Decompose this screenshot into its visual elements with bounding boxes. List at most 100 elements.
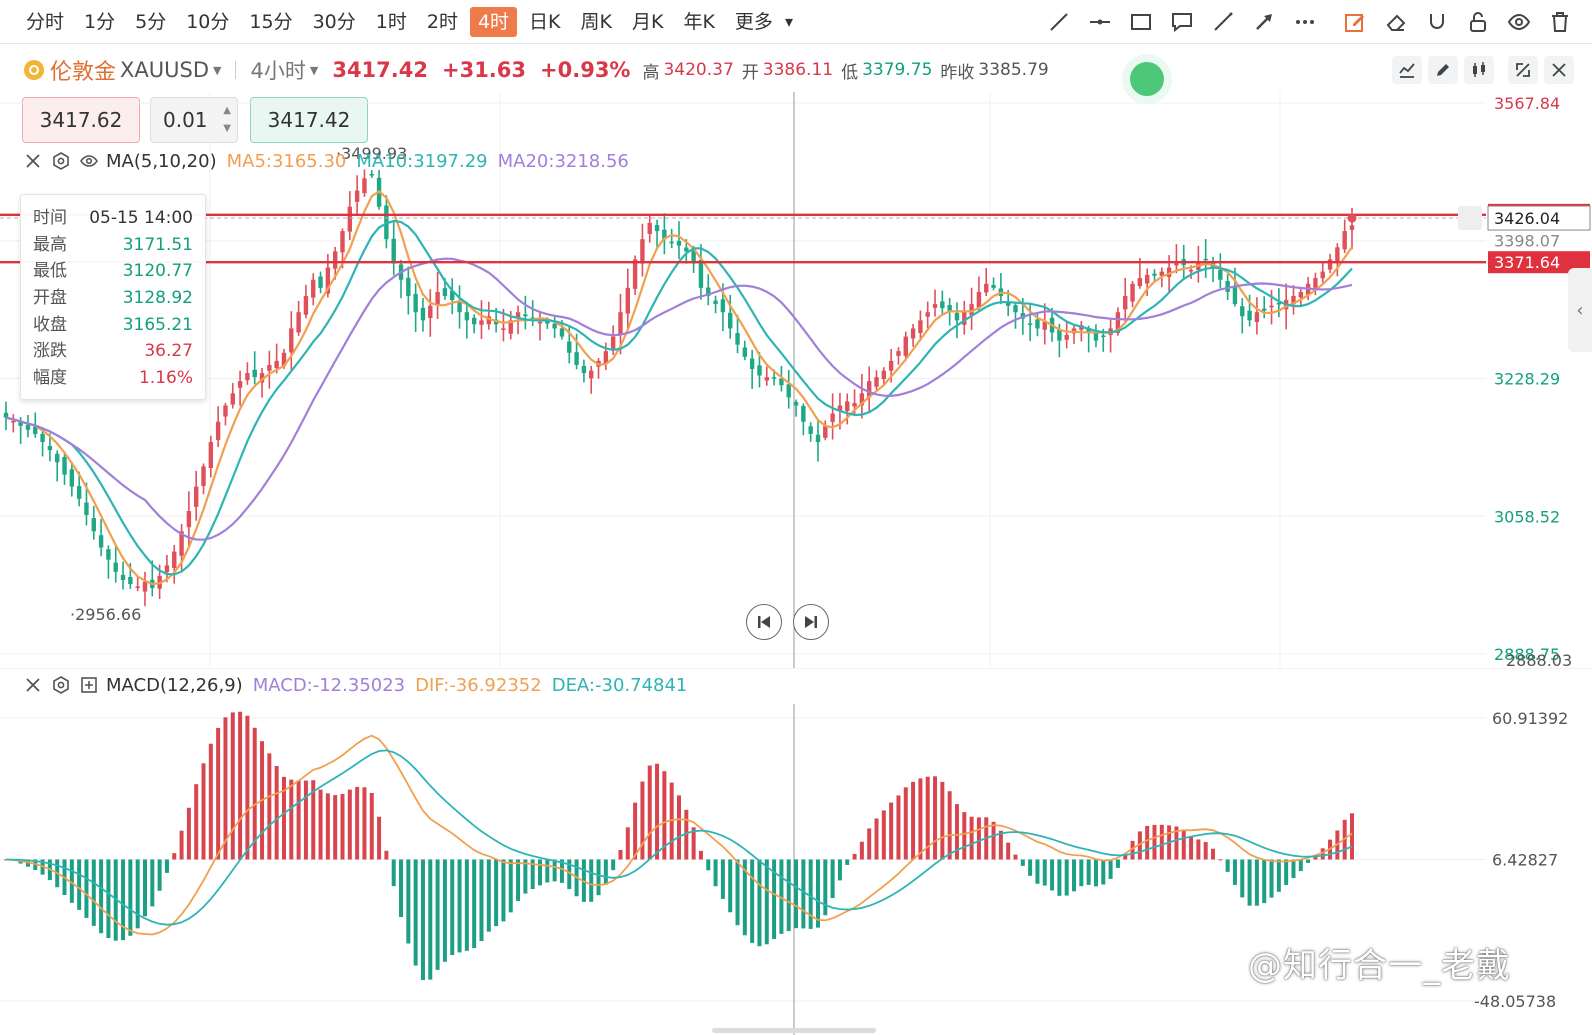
candle-body <box>976 291 982 308</box>
symbol-dropdown-icon[interactable]: ▼ <box>213 63 222 77</box>
macd-histogram-bar <box>567 859 572 890</box>
candle-body <box>896 351 901 356</box>
close-icon[interactable] <box>22 674 44 696</box>
close-icon[interactable] <box>22 150 44 172</box>
candle-body <box>859 393 865 406</box>
eye-icon[interactable] <box>1503 6 1535 38</box>
stepper-arrows-icon[interactable]: ▲ ▼ <box>223 105 231 134</box>
macd-histogram-bar <box>742 859 747 936</box>
candle-body <box>259 373 265 383</box>
dea-value: DEA:-30.74841 <box>551 674 688 696</box>
side-panel-toggle-icon[interactable]: ‹ <box>1568 268 1592 352</box>
timeframe-tab[interactable]: 4时 <box>469 6 518 37</box>
more-tools-icon[interactable] <box>1289 6 1321 38</box>
macd-histogram-bar <box>874 818 879 860</box>
add-indicator-icon[interactable] <box>78 674 100 696</box>
settings-icon[interactable] <box>50 150 72 172</box>
macd-histogram-bar <box>713 859 718 887</box>
pencil-icon[interactable] <box>1428 56 1458 84</box>
more-dropdown-icon[interactable]: ▾ <box>784 12 793 31</box>
eraser-icon[interactable] <box>1380 6 1412 38</box>
jump-end-button[interactable] <box>793 604 829 640</box>
candle-body <box>940 301 945 309</box>
close-chart-icon[interactable] <box>1544 56 1574 84</box>
horizontal-line-tool-icon[interactable] <box>1084 6 1116 38</box>
macd-histogram-bar <box>201 763 206 860</box>
candle-body <box>369 173 374 176</box>
candle-body <box>11 420 16 423</box>
timeframe-tab[interactable]: 月K <box>631 10 664 33</box>
magnet-icon[interactable] <box>1421 6 1453 38</box>
timeframe-tab[interactable]: 30分 <box>312 10 356 33</box>
candle-body <box>135 586 140 588</box>
macd-histogram-bar <box>859 841 864 860</box>
candle-body <box>508 320 513 334</box>
settings-icon[interactable] <box>50 674 72 696</box>
rectangle-tool-icon[interactable] <box>1125 6 1157 38</box>
arrow-tool-icon[interactable] <box>1248 6 1280 38</box>
callout-tool-icon[interactable] <box>1166 6 1198 38</box>
timeframe-tab[interactable]: 5分 <box>135 10 167 33</box>
macd-histogram-bar <box>706 859 711 871</box>
sell-price-button[interactable]: 3417.62 <box>22 97 140 143</box>
timeframe-tab[interactable]: 年K <box>683 10 715 33</box>
period-dropdown-icon[interactable]: ▼ <box>309 63 319 77</box>
candle-body <box>62 456 67 475</box>
candle-body <box>1298 291 1303 298</box>
lock-icon[interactable] <box>1462 6 1494 38</box>
timeframe-tab[interactable]: 10分 <box>186 10 230 33</box>
timeframe-tab[interactable]: 2时 <box>426 10 458 33</box>
visibility-icon[interactable] <box>78 150 100 172</box>
macd-histogram-bar <box>1313 855 1318 860</box>
price-change: +31.63 <box>441 58 527 82</box>
timeframe-tab[interactable]: 周K <box>580 10 612 33</box>
candle-body <box>413 293 418 313</box>
candle-body <box>1130 283 1135 302</box>
macd-histogram-bar <box>1189 836 1194 860</box>
candle-body <box>1166 267 1172 277</box>
candle-body <box>1035 319 1040 329</box>
buy-price-button[interactable]: 3417.42 <box>250 97 368 143</box>
macd-histogram-bar <box>464 859 469 951</box>
timeframe-tab[interactable]: 更多 <box>734 10 773 33</box>
horizontal-scrollbar[interactable] <box>712 1028 876 1033</box>
candle-body <box>552 323 557 329</box>
quantity-stepper[interactable]: 0.01 ▲ ▼ <box>150 97 238 143</box>
period-select[interactable]: 4小时 <box>250 59 306 83</box>
macd-histogram-bar <box>933 776 938 860</box>
timeframe-tab[interactable]: 日K <box>529 10 561 33</box>
macd-histogram-bar <box>508 859 513 913</box>
timeframe-tab[interactable]: 1分 <box>84 10 116 33</box>
alert-bell-icon <box>1458 206 1482 231</box>
timeframe-tab[interactable]: 1时 <box>375 10 407 33</box>
macd-histogram-bar <box>823 859 828 916</box>
candle-body <box>925 312 930 317</box>
macd-histogram-bar <box>135 859 140 929</box>
candle-body <box>1159 271 1165 276</box>
tooltip-row: 最低 3120.77 <box>33 258 193 285</box>
candle-body <box>1327 259 1333 270</box>
timeframe-tab[interactable]: 15分 <box>249 10 293 33</box>
ray-tool-icon[interactable] <box>1207 6 1239 38</box>
candle-body <box>932 304 938 308</box>
line-tool-icon[interactable] <box>1043 6 1075 38</box>
candle-body <box>581 366 587 374</box>
candle-body <box>1152 273 1157 276</box>
indicator-icon[interactable] <box>1392 56 1422 84</box>
candle-body <box>589 370 594 379</box>
edit-icon[interactable] <box>1339 6 1371 38</box>
trash-icon[interactable] <box>1544 6 1576 38</box>
candle-body <box>567 341 572 353</box>
candle-type-icon[interactable] <box>1464 56 1494 84</box>
tooltip-row: 最高 3171.51 <box>33 232 193 259</box>
macd-histogram-bar <box>911 781 916 860</box>
timeframe-tab[interactable]: 分时 <box>26 10 65 33</box>
price-chart[interactable]: 3430.003371.643426.043567.843398.073228.… <box>0 92 1592 668</box>
fullscreen-icon[interactable] <box>1508 56 1538 84</box>
macd-histogram-bar <box>589 859 594 902</box>
candle-body <box>874 377 879 387</box>
macd-chart[interactable]: 60.91392 6.42827 -48.05738 <box>0 668 1592 1035</box>
jump-start-button[interactable] <box>746 604 782 640</box>
symbol-code[interactable]: XAUUSD <box>120 58 210 82</box>
symbol-name[interactable]: 伦敦金 <box>50 60 117 85</box>
